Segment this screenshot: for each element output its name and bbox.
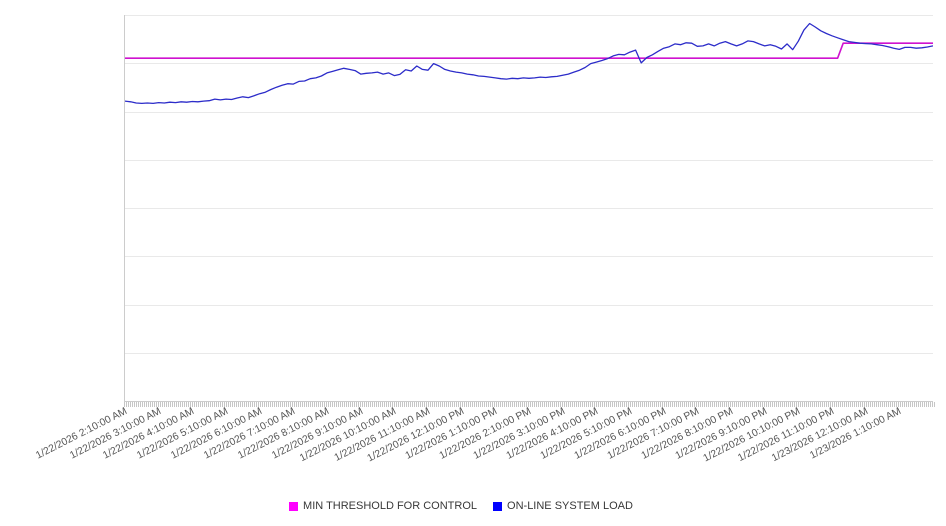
x-axis-label: 1/22/2026 5:10:00 AM xyxy=(135,406,230,462)
x-axis-label: 1/22/2026 11:10:00 AM xyxy=(332,406,432,464)
x-axis-label: 1/22/2026 11:10:00 PM xyxy=(736,406,836,465)
x-axis-label: 1/23/2026 12:10:00 AM xyxy=(769,406,870,465)
h-gridline xyxy=(125,256,933,258)
x-axis-label: 1/22/2026 9:10:00 AM xyxy=(269,406,365,462)
x-axis-minor-ticks xyxy=(124,402,935,407)
x-axis-label: 1/22/2026 12:10:00 PM xyxy=(365,406,466,465)
h-gridline xyxy=(125,304,933,306)
x-axis-label: 1/22/2026 6:10:00 AM xyxy=(168,406,264,462)
x-axis-label: 1/23/2026 1:10:00 AM xyxy=(808,406,904,462)
h-gridline xyxy=(125,111,933,113)
legend-item-min-threshold[interactable]: MIN THRESHOLD FOR CONTROL xyxy=(289,500,477,512)
x-axis-label: 1/22/2026 7:10:00 AM xyxy=(202,406,298,462)
chart-legend: MIN THRESHOLD FOR CONTROL ON-LINE SYSTEM … xyxy=(0,500,934,512)
h-gridline xyxy=(125,15,933,16)
min-threshold-line xyxy=(125,42,933,60)
x-axis-label: 1/22/2026 3:10:00 AM xyxy=(67,406,163,462)
x-axis-label: 1/22/2026 2:10:00 PM xyxy=(437,406,533,462)
plot-area xyxy=(124,15,933,402)
legend-label: ON-LINE SYSTEM LOAD xyxy=(507,500,633,512)
x-axis-label: 1/22/2026 6:10:00 PM xyxy=(572,406,668,462)
h-gridline xyxy=(125,208,933,209)
h-gridline xyxy=(125,63,933,65)
legend-swatch-icon xyxy=(493,501,503,511)
x-axis-label: 1/22/2026 10:10:00 PM xyxy=(701,406,803,465)
h-gridline xyxy=(125,352,933,354)
x-axis-label: 1/22/2026 4:10:00 AM xyxy=(101,406,197,462)
x-axis-label: 1/22/2026 9:10:00 PM xyxy=(673,406,769,462)
x-axis-label: 1/22/2026 4:10:00 PM xyxy=(504,406,601,462)
x-axis-label: 1/22/2026 5:10:00 PM xyxy=(538,406,634,462)
online-system-load-line xyxy=(125,22,933,105)
series-layer xyxy=(125,22,933,105)
x-axis-label: 1/22/2026 2:10:00 AM xyxy=(34,406,129,462)
legend-swatch-icon xyxy=(289,501,299,511)
x-axis-label: 1/22/2026 8:10:00 AM xyxy=(236,406,331,462)
legend-label: MIN THRESHOLD FOR CONTROL xyxy=(303,500,478,512)
x-axis-label: 1/22/2026 8:10:00 PM xyxy=(639,406,735,462)
x-axis-label: 1/22/2026 10:10:00 AM xyxy=(298,406,399,465)
h-gridline xyxy=(125,159,933,161)
gridlines-layer xyxy=(125,15,933,401)
legend-item-system-load[interactable]: ON-LINE SYSTEM LOAD xyxy=(493,500,633,512)
x-axis-label: 1/22/2026 7:10:00 PM xyxy=(605,406,702,462)
x-axis-label: 1/22/2026 1:10:00 PM xyxy=(403,406,500,462)
x-axis-label: 1/22/2026 3:10:00 PM xyxy=(471,406,567,462)
